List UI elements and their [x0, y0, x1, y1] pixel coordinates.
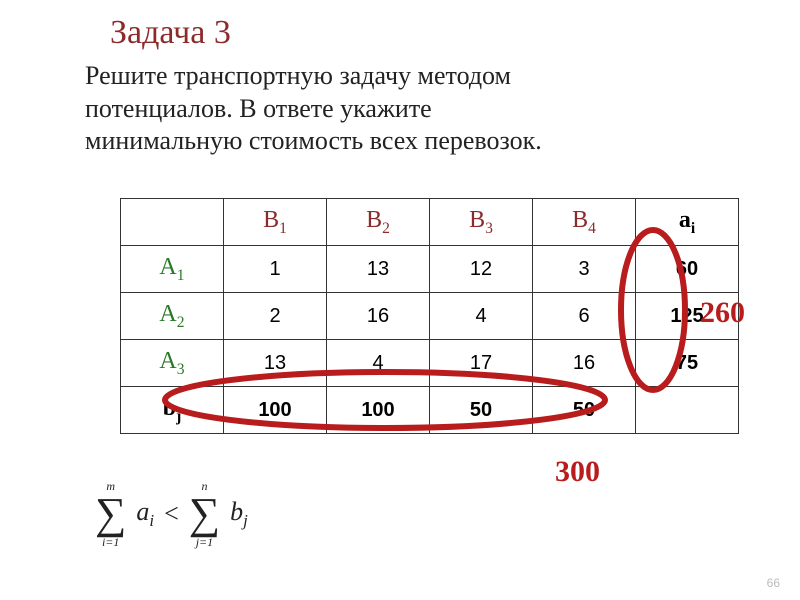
cell: 4 [327, 340, 430, 387]
sigma-icon: ∑ [189, 492, 220, 536]
cell: 6 [533, 293, 636, 340]
table-header-row: B1 B2 B3 B4 ai [121, 199, 739, 246]
cell: 17 [430, 340, 533, 387]
row-header-bj: bj [121, 387, 224, 434]
sum-a-block: m ∑ i=1 [95, 480, 126, 548]
col-header-ai: ai [636, 199, 739, 246]
cell: 3 [533, 246, 636, 293]
slide-title: Задача 3 [110, 14, 231, 52]
problem-statement: Решите транспортную задачу методом потен… [85, 60, 685, 158]
sum-b-block: n ∑ j=1 [189, 480, 220, 548]
cell: 2 [224, 293, 327, 340]
cell: 13 [327, 246, 430, 293]
row-header-a1: A1 [121, 246, 224, 293]
cell: 4 [430, 293, 533, 340]
col-header-b3: B3 [430, 199, 533, 246]
table-footer-row: bj 100 100 50 50 [121, 387, 739, 434]
cell: 13 [224, 340, 327, 387]
body-line-1: Решите транспортную задачу методом [85, 61, 511, 90]
col-header-b1: B1 [224, 199, 327, 246]
inequality-formula: m ∑ i=1 ai < n ∑ j=1 bj [95, 480, 248, 548]
annotation-sum-a: 260 [700, 296, 745, 330]
transport-table: B1 B2 B3 B4 ai A1 1 13 12 3 60 A2 2 16 4… [120, 198, 739, 434]
var-bj: bj [230, 497, 248, 531]
body-line-2: потенциалов. В ответе укажите [85, 94, 432, 123]
table-row: A1 1 13 12 3 60 [121, 246, 739, 293]
col-header-b2: B2 [327, 199, 430, 246]
cell: 16 [327, 293, 430, 340]
sigma-icon: ∑ [95, 492, 126, 536]
cell: 12 [430, 246, 533, 293]
lt-symbol: < [164, 499, 179, 529]
col-header-b4: B4 [533, 199, 636, 246]
sum-lower-i: i=1 [102, 536, 119, 548]
body-line-3: минимальную стоимость всех перевозок. [85, 126, 542, 155]
ai-value: 75 [636, 340, 739, 387]
bj-value: 50 [533, 387, 636, 434]
page-number: 66 [767, 576, 780, 590]
sum-lower-j: j=1 [196, 536, 213, 548]
bj-value: 100 [327, 387, 430, 434]
ai-value: 60 [636, 246, 739, 293]
bj-value: 50 [430, 387, 533, 434]
table-row: A2 2 16 4 6 125 [121, 293, 739, 340]
bj-value: 100 [224, 387, 327, 434]
cell: 1 [224, 246, 327, 293]
cell: 16 [533, 340, 636, 387]
row-header-a2: A2 [121, 293, 224, 340]
table-row: A3 13 4 17 16 75 [121, 340, 739, 387]
var-ai: ai [136, 497, 154, 531]
row-header-a3: A3 [121, 340, 224, 387]
annotation-sum-b: 300 [555, 455, 600, 489]
